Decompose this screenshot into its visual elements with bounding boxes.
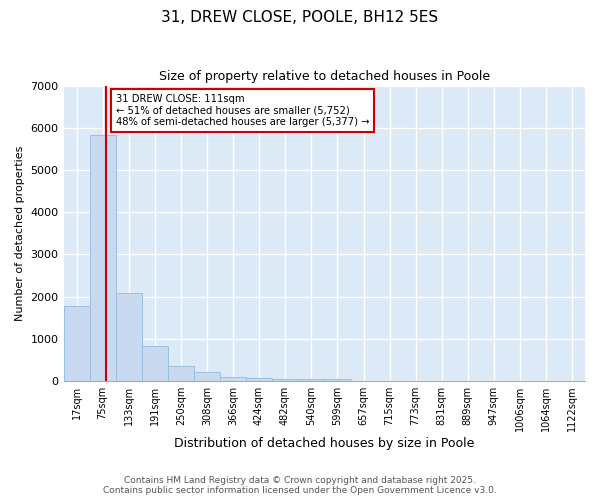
Text: 31, DREW CLOSE, POOLE, BH12 5ES: 31, DREW CLOSE, POOLE, BH12 5ES [161,10,439,25]
Bar [272,378,298,381]
Bar [64,306,89,381]
Title: Size of property relative to detached houses in Poole: Size of property relative to detached ho… [159,70,490,83]
Bar [194,372,220,381]
Bar [246,378,272,381]
Bar [142,346,167,381]
X-axis label: Distribution of detached houses by size in Poole: Distribution of detached houses by size … [174,437,475,450]
Bar [325,379,350,381]
Y-axis label: Number of detached properties: Number of detached properties [15,146,25,321]
Bar [298,379,324,381]
Text: Contains HM Land Registry data © Crown copyright and database right 2025.
Contai: Contains HM Land Registry data © Crown c… [103,476,497,495]
Bar [116,294,142,381]
Bar [168,366,194,381]
Text: 31 DREW CLOSE: 111sqm
← 51% of detached houses are smaller (5,752)
48% of semi-d: 31 DREW CLOSE: 111sqm ← 51% of detached … [116,94,369,127]
Bar [220,377,246,381]
Bar [89,136,116,381]
